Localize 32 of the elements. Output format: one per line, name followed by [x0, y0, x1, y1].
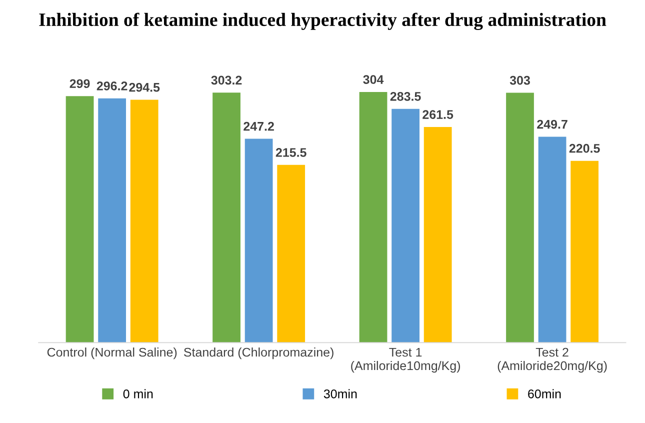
- x-tick-label: Standard (Chlorpromazine): [184, 347, 334, 360]
- data-label: 303: [510, 76, 530, 85]
- data-label: 299: [70, 79, 90, 88]
- bar: [506, 92, 534, 343]
- bar: [570, 160, 599, 343]
- bar: [212, 92, 240, 343]
- x-tick-label: Test 2 (Amiloride20mg/Kg): [498, 348, 607, 373]
- bar: [244, 138, 273, 343]
- bar: [98, 98, 126, 343]
- bar: [359, 92, 388, 343]
- data-label: 296.2: [96, 82, 128, 90]
- data-label: 261.5: [422, 110, 454, 119]
- data-label: 303.2: [211, 76, 242, 85]
- legend-label: 60min: [528, 389, 561, 398]
- bar: [130, 100, 158, 343]
- bar: [66, 96, 94, 343]
- data-label: 249.7: [537, 120, 568, 129]
- x-tick-label: Control (Normal Saline): [47, 347, 177, 360]
- chart-title: Inhibition of ketamine induced hyperactivity after drug administration: [39, 12, 606, 30]
- data-label: 304: [363, 75, 384, 84]
- data-label: 215.5: [276, 148, 306, 157]
- bar: [424, 127, 452, 343]
- data-label: 220.5: [569, 144, 600, 153]
- legend-label: 0 min: [123, 389, 153, 398]
- x-tick-label: Test 1 (Amiloride10mg/Kg): [351, 348, 460, 373]
- bar: [538, 136, 566, 343]
- bar: [392, 108, 420, 343]
- bar: [277, 164, 306, 343]
- data-label: 283.5: [390, 92, 421, 101]
- legend-label: 30min: [324, 389, 357, 398]
- data-label: 247.2: [244, 122, 274, 131]
- data-label: 294.5: [129, 82, 160, 92]
